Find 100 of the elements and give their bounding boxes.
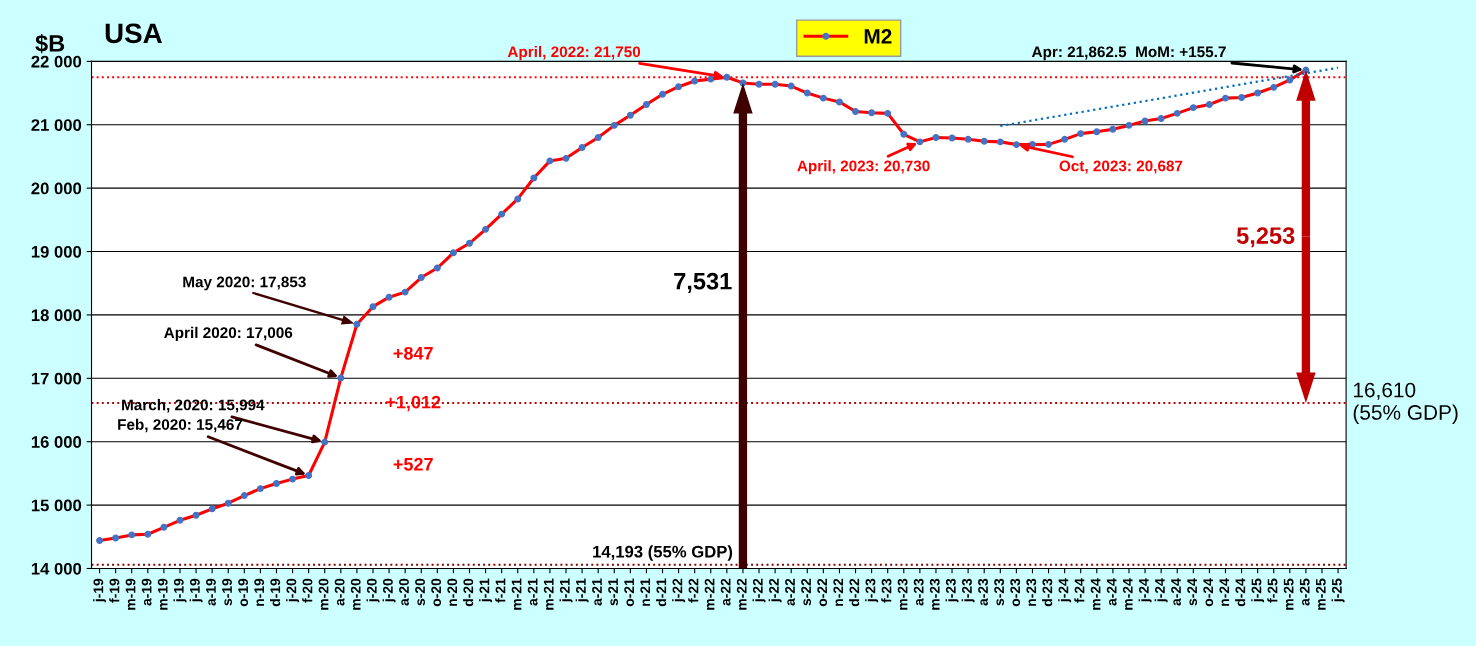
x-tick-label: a-23 <box>913 578 924 606</box>
y-tick-label: 16 000 <box>31 436 82 448</box>
x-tick-label: a-23 <box>978 578 988 606</box>
x-tick-label: n-22 <box>833 578 844 606</box>
x-tick-label: a-21 <box>527 578 538 606</box>
annotation: +847 <box>393 346 433 360</box>
x-tick-label: s-19 <box>222 578 232 606</box>
x-tick-label: a-22 <box>720 578 731 606</box>
ref-line-label: 14,193 (55% GDP) <box>593 545 733 561</box>
annotation: Oct, 2023: 20,687 <box>1059 160 1183 174</box>
x-tick-label: f-21 <box>495 578 506 603</box>
x-tick-label: j-22 <box>768 578 782 603</box>
x-tick-label: s-22 <box>801 578 812 606</box>
x-tick-label: m-24 <box>1090 578 1101 610</box>
x-tick-label: j-24 <box>1154 578 1168 603</box>
annotation: April, 2022: 21,750 <box>507 46 641 61</box>
x-tick-label: d-24 <box>1235 578 1246 607</box>
x-tick-label: d-19 <box>270 578 281 607</box>
x-tick-label: j-19 <box>173 578 187 603</box>
y-tick-label: 15 000 <box>31 499 82 512</box>
y-tick-label: 18 000 <box>31 309 82 322</box>
y-tick-label: 21 000 <box>31 119 82 131</box>
x-tick-label: j-20 <box>382 578 396 603</box>
x-tick-label: s-23 <box>994 578 1005 606</box>
x-tick-label: d-21 <box>656 578 667 607</box>
y-tick-label: 14 000 <box>31 562 82 575</box>
x-tick-label: m-23 <box>929 578 940 610</box>
y-tick-label: 20 000 <box>31 182 82 195</box>
x-tick-label: f-22 <box>688 578 699 603</box>
x-tick-label: j-21 <box>575 578 589 603</box>
annotation: +1,012 <box>386 395 441 412</box>
annotation: April, 2023: 20,730 <box>797 160 930 175</box>
x-tick-label: f-20 <box>302 578 313 603</box>
annotation: +527 <box>393 457 433 471</box>
x-tick-label: s-24 <box>1187 578 1198 606</box>
x-tick-label: m-21 <box>511 578 522 610</box>
annotation: Apr: 21,862.5 MoM: +155.7 <box>1031 46 1226 61</box>
x-tick-label: j-21 <box>559 578 573 603</box>
x-tick-label: m-19 <box>125 578 136 610</box>
x-tick-label: d-20 <box>463 578 474 607</box>
x-tick-label: o-19 <box>238 578 249 607</box>
x-tick-label: j-25 <box>1251 578 1265 603</box>
x-tick-label: j-19 <box>93 578 107 603</box>
x-tick-label: s-21 <box>608 578 618 606</box>
y-axis-title: $B <box>35 33 65 54</box>
x-tick-label: o-23 <box>1010 578 1021 607</box>
ref-line-label: 16,610 (55% GDP) <box>1353 382 1458 424</box>
x-tick-label: j-24 <box>1138 578 1152 603</box>
x-tick-label: j-23 <box>865 578 879 603</box>
x-tick-label: d-23 <box>1042 578 1053 607</box>
x-tick-label: j-22 <box>672 578 686 603</box>
chart-title: USA <box>105 23 162 44</box>
x-tick-label: f-24 <box>1074 578 1085 603</box>
x-tick-label: a-24 <box>1171 578 1181 606</box>
x-tick-label: a-19 <box>141 578 152 606</box>
annotation: April 2020: 17,006 <box>164 326 293 342</box>
annotation: 7,531 <box>674 272 732 293</box>
x-tick-label: o-22 <box>817 578 828 607</box>
x-tick-label: f-25 <box>1267 578 1278 603</box>
x-tick-label: o-21 <box>624 578 635 607</box>
x-tick-label: d-22 <box>849 578 860 607</box>
y-tick-label: 22 000 <box>31 55 82 68</box>
x-tick-label: j-22 <box>752 578 766 603</box>
x-tick-label: m-22 <box>736 578 747 610</box>
x-tick-label: a-20 <box>334 578 345 606</box>
x-tick-label: j-20 <box>366 578 380 603</box>
x-tick-label: m-24 <box>1122 578 1133 610</box>
x-tick-label: m-20 <box>318 578 329 610</box>
x-tick-label: a-22 <box>785 578 795 606</box>
x-tick-label: a-21 <box>592 578 602 606</box>
x-tick-label: m-25 <box>1283 578 1294 610</box>
x-tick-label: m-19 <box>157 578 168 610</box>
x-tick-label: f-23 <box>881 578 892 603</box>
y-tick-label: 17 000 <box>31 372 82 385</box>
x-tick-label: n-24 <box>1219 578 1230 606</box>
annotation: May 2020: 17,853 <box>183 276 306 291</box>
x-tick-label: a-20 <box>399 578 409 606</box>
x-tick-label: j-25 <box>1331 578 1345 603</box>
x-tick-label: a-25 <box>1299 578 1310 606</box>
x-tick-label: n-21 <box>640 578 651 606</box>
x-tick-label: m-23 <box>897 578 908 610</box>
x-tick-label: o-20 <box>431 578 442 607</box>
x-tick-label: n-23 <box>1026 578 1037 606</box>
x-tick-label: f-19 <box>109 578 120 603</box>
x-tick-label: j-23 <box>945 578 959 603</box>
x-tick-label: o-24 <box>1203 578 1214 607</box>
annotation: March, 2020: 15,994 <box>122 399 265 413</box>
annotation: Feb, 2020: 15,467 <box>118 418 243 433</box>
x-tick-label: n-19 <box>254 578 265 606</box>
x-tick-label: j-23 <box>961 578 975 603</box>
x-tick-label: m-20 <box>350 578 361 610</box>
legend-label: M2 <box>864 28 892 44</box>
x-tick-label: a-19 <box>206 578 216 606</box>
x-tick-label: j-21 <box>479 578 493 603</box>
x-tick-label: m-25 <box>1315 578 1326 610</box>
x-tick-label: s-20 <box>415 578 425 606</box>
x-tick-label: j-20 <box>286 578 300 603</box>
x-tick-label: m-22 <box>704 578 715 610</box>
x-tick-label: j-24 <box>1058 578 1072 603</box>
x-tick-label: n-20 <box>447 578 458 606</box>
